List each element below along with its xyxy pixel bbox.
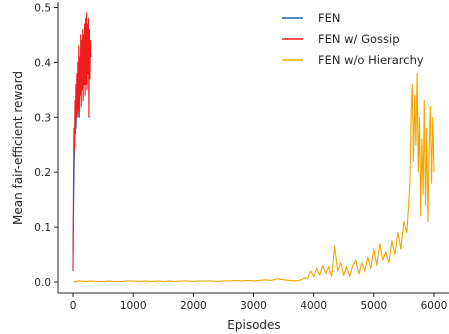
legend-label-fen: FEN <box>318 11 340 25</box>
x-tick-label: 0 <box>70 300 77 312</box>
y-axis-label: Mean fair-efficient reward <box>11 71 25 225</box>
x-tick-label: 3000 <box>240 300 267 312</box>
x-tick-label: 4000 <box>300 300 327 312</box>
series-line-1 <box>72 12 92 272</box>
legend-label-fen-gossip: FEN w/ Gossip <box>318 32 400 46</box>
y-tick-label: 0.1 <box>34 222 51 234</box>
y-tick-label: 0.5 <box>34 2 51 14</box>
x-tick-label: 1000 <box>120 300 147 312</box>
x-axis-label: Episodes <box>227 318 280 332</box>
x-tick-label: 5000 <box>360 300 387 312</box>
y-tick-label: 0.3 <box>34 112 51 124</box>
ticks-layer: 0 1000 2000 3000 4000 5000 6000 0.0 0.1 0.2 0.3 0.4… <box>34 2 447 312</box>
y-tick-label: 0.2 <box>34 167 51 179</box>
legend: FEN FEN w/ Gossip FEN w/o Hierarchy <box>282 11 424 67</box>
legend-label-fen-no-hierarchy: FEN w/o Hierarchy <box>318 53 424 67</box>
x-tick-label: 6000 <box>421 300 448 312</box>
y-tick-label: 0.4 <box>34 57 51 69</box>
y-tick-label: 0.0 <box>34 277 51 289</box>
series-layer <box>72 12 435 283</box>
x-tick-label: 2000 <box>180 300 207 312</box>
series-line-2 <box>72 72 435 283</box>
